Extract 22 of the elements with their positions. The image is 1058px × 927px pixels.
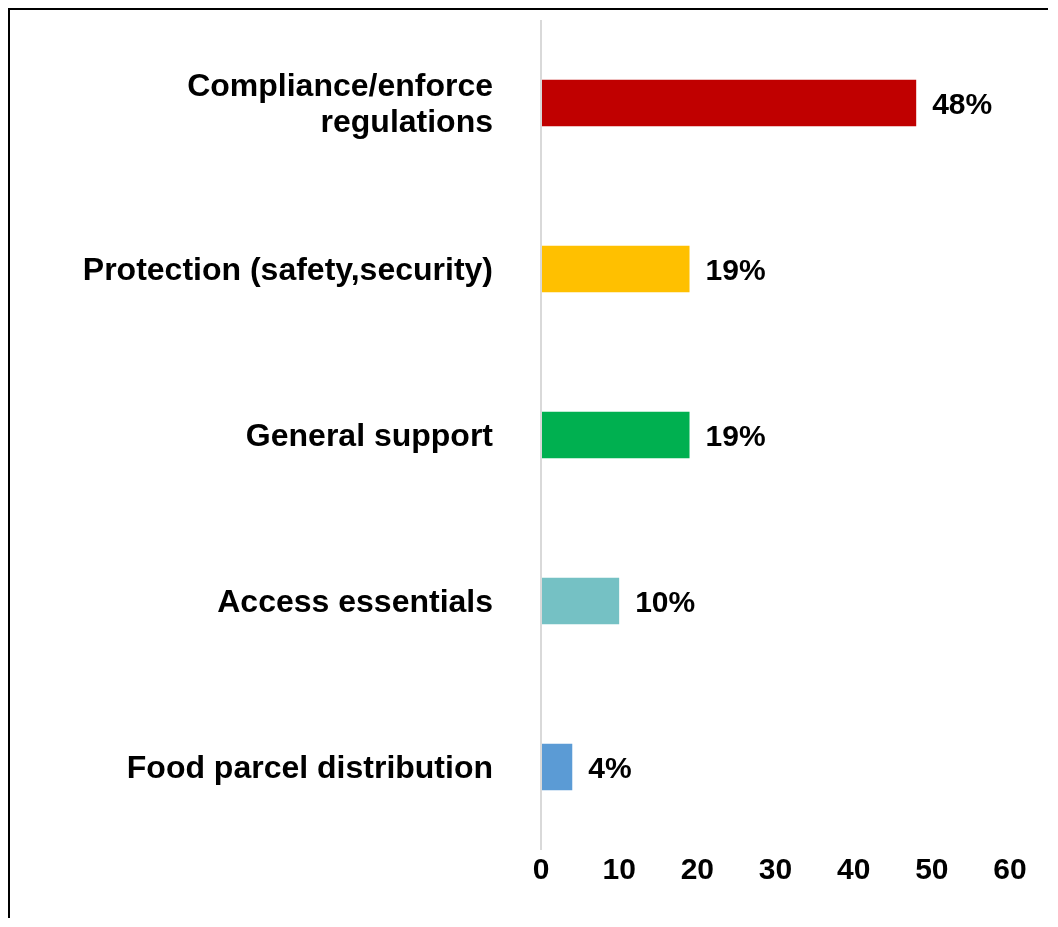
y-tick-label: Food parcel distribution	[126, 749, 493, 785]
y-tick-label: Compliance/enforce regulations	[187, 67, 493, 139]
data-label: 19%	[705, 252, 766, 286]
x-tick-label: 10	[602, 852, 636, 886]
y-tick-label: General support	[245, 417, 494, 453]
data-label: 48%	[932, 86, 993, 120]
x-tick-label: 20	[680, 852, 715, 886]
y-tick-label: Access essentials	[217, 583, 493, 619]
y-tick-label: Protection (safety,security)	[82, 251, 493, 287]
bar	[541, 411, 690, 459]
x-tick-label: 0	[532, 852, 550, 886]
data-label: 4%	[588, 750, 632, 784]
bar	[541, 577, 620, 625]
x-tick-label: 50	[915, 852, 949, 886]
x-tick-label: 30	[758, 852, 793, 886]
x-tick-label: 40	[836, 852, 871, 886]
x-tick-label: 60	[993, 852, 1027, 886]
data-label: 19%	[705, 418, 766, 452]
data-label: 10%	[635, 584, 696, 618]
bar	[541, 743, 573, 791]
bar	[541, 79, 917, 127]
bar	[541, 245, 690, 293]
